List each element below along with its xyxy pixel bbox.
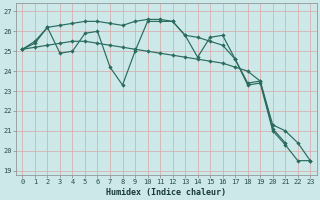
X-axis label: Humidex (Indice chaleur): Humidex (Indice chaleur) <box>106 188 226 197</box>
